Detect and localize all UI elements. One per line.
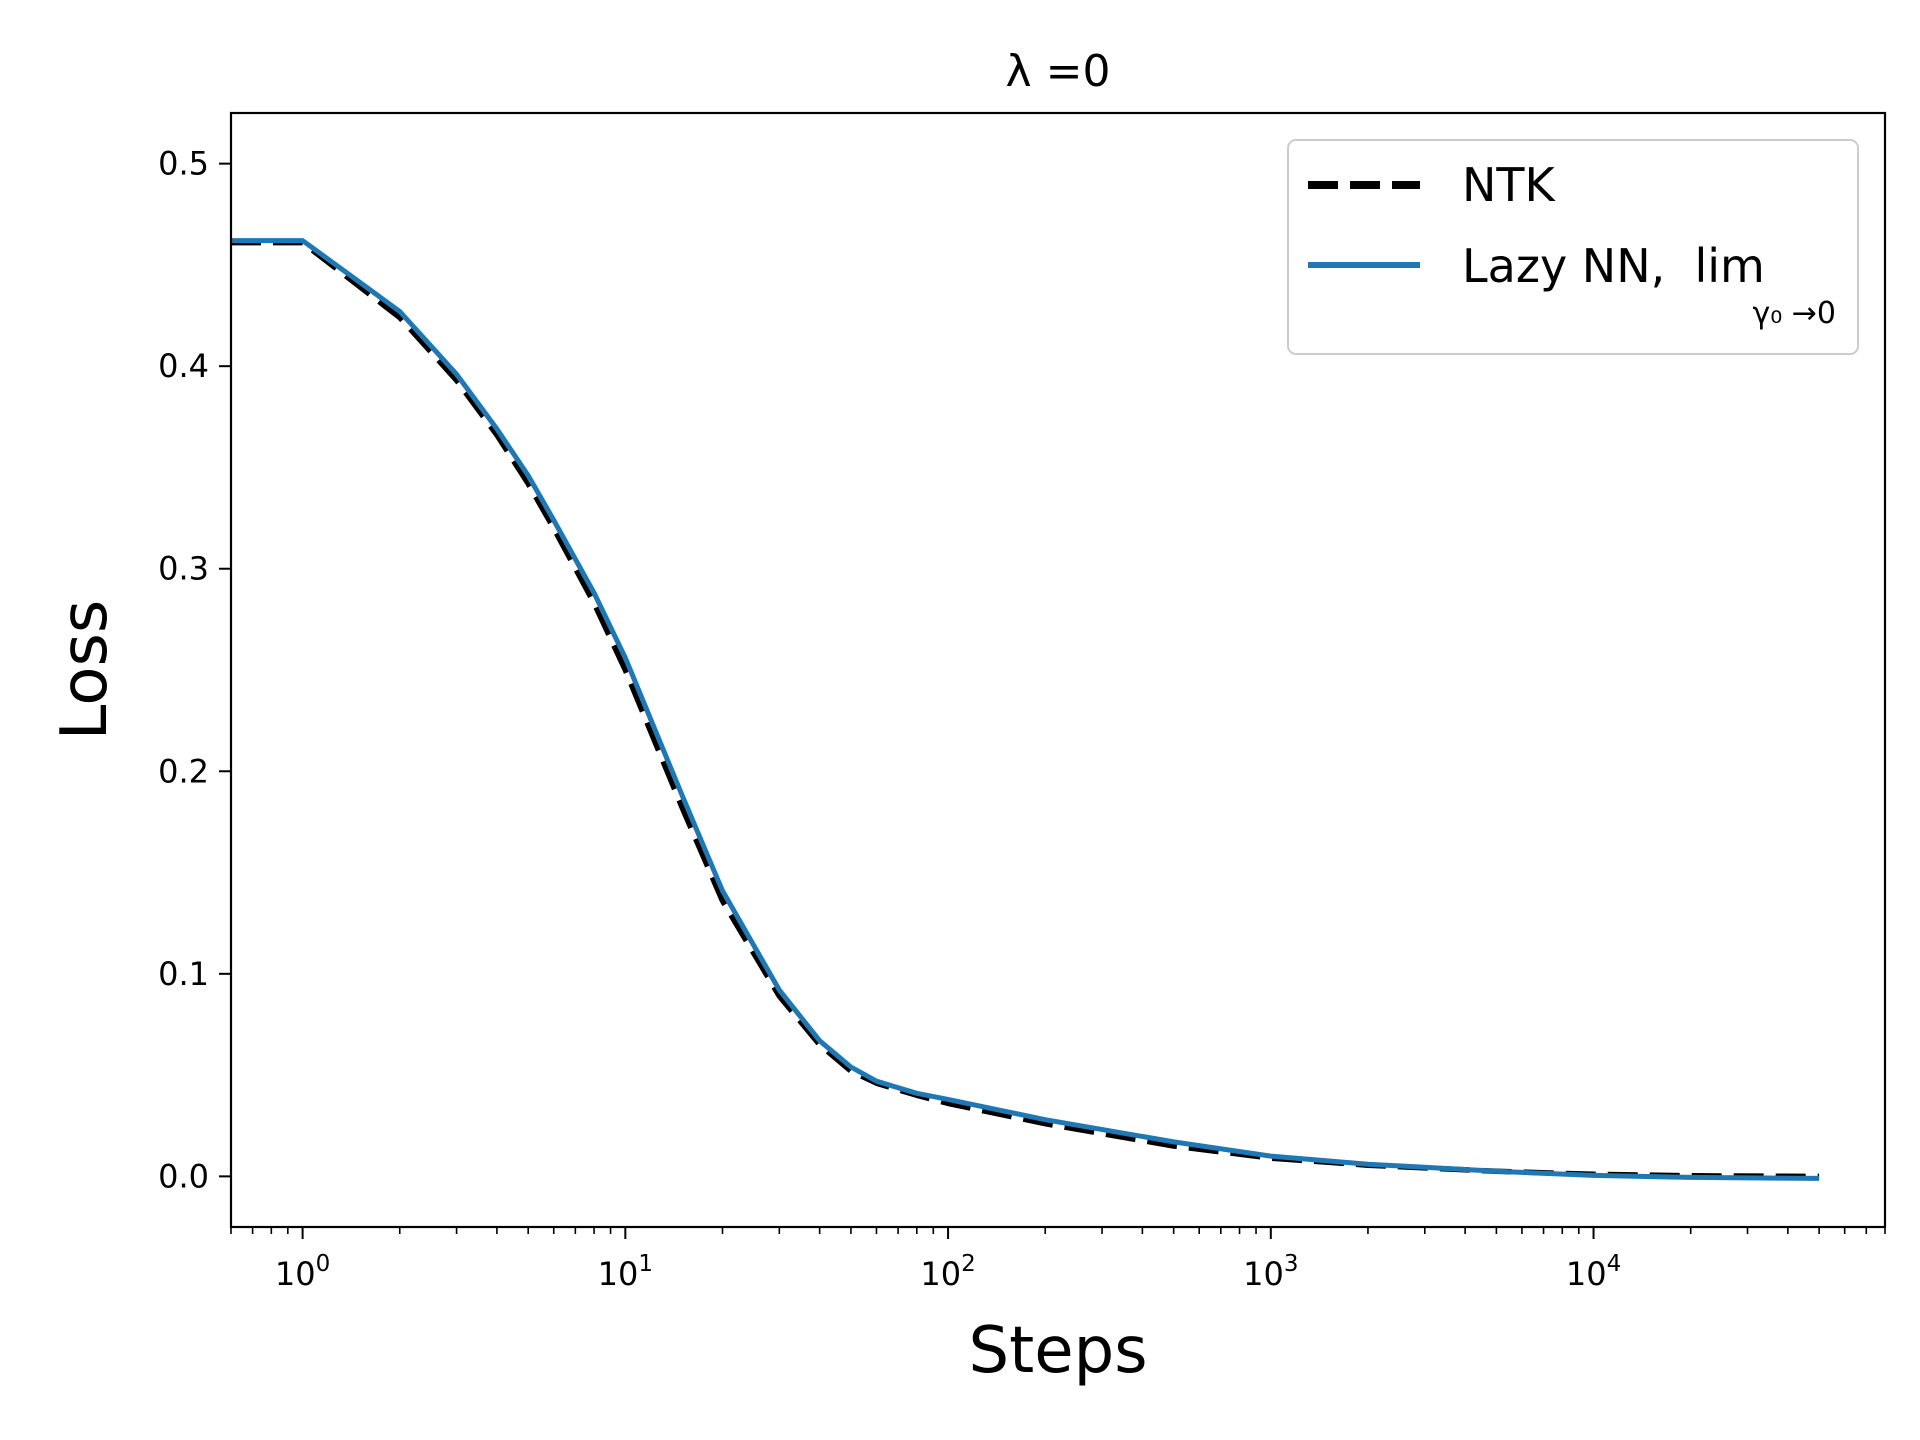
y-axis-title: Loss — [48, 600, 122, 740]
x-tick-label: 104 — [1566, 1251, 1621, 1293]
x-tick-label-exponent: 2 — [961, 1251, 976, 1277]
y-tick-label: 0.0 — [158, 1157, 209, 1195]
legend-label-lazy-nn: Lazy NN, lim — [1462, 239, 1765, 293]
y-axis-ticks: 0.0 0.1 0.2 0.3 0.4 0.5 — [158, 145, 231, 1195]
x-axis-ticks: 100 101 102 103 104 — [230, 1227, 1886, 1293]
x-tick-label-exponent: 4 — [1607, 1251, 1622, 1277]
x-tick-label: 102 — [920, 1251, 975, 1293]
x-tick-label-exponent: 3 — [1284, 1251, 1299, 1277]
y-tick-label: 0.3 — [158, 550, 209, 588]
legend-label-ntk: NTK — [1462, 158, 1557, 212]
x-tick-label-exponent: 0 — [316, 1251, 331, 1277]
legend: NTK Lazy NN, lim γ₀ →0 — [1287, 139, 1859, 355]
x-axis-title: Steps — [968, 1314, 1147, 1388]
x-tick-label: 100 — [275, 1251, 330, 1293]
legend-box — [1287, 139, 1859, 355]
x-tick-label-base: 10 — [275, 1255, 316, 1293]
x-tick-label-exponent: 1 — [638, 1251, 653, 1277]
x-tick-label-base: 10 — [598, 1255, 639, 1293]
y-tick-label: 0.4 — [158, 347, 209, 385]
y-tick-label: 0.5 — [158, 145, 209, 183]
legend-label-lazy-nn-subscript: γ₀ →0 — [1752, 296, 1836, 331]
y-tick-label: 0.1 — [158, 955, 209, 993]
series-line-lazy-nn — [231, 238, 1820, 1181]
chart-title: λ =0 — [1006, 46, 1111, 97]
x-tick-label-base: 10 — [920, 1255, 961, 1293]
x-tick-label-base: 10 — [1243, 1255, 1284, 1293]
y-tick-label: 0.2 — [158, 752, 209, 790]
series-layer — [231, 238, 1820, 1181]
x-tick-label-base: 10 — [1566, 1255, 1607, 1293]
x-tick-label: 103 — [1243, 1251, 1298, 1293]
plot-area-frame — [229, 111, 1887, 1229]
x-tick-label: 101 — [598, 1251, 653, 1293]
